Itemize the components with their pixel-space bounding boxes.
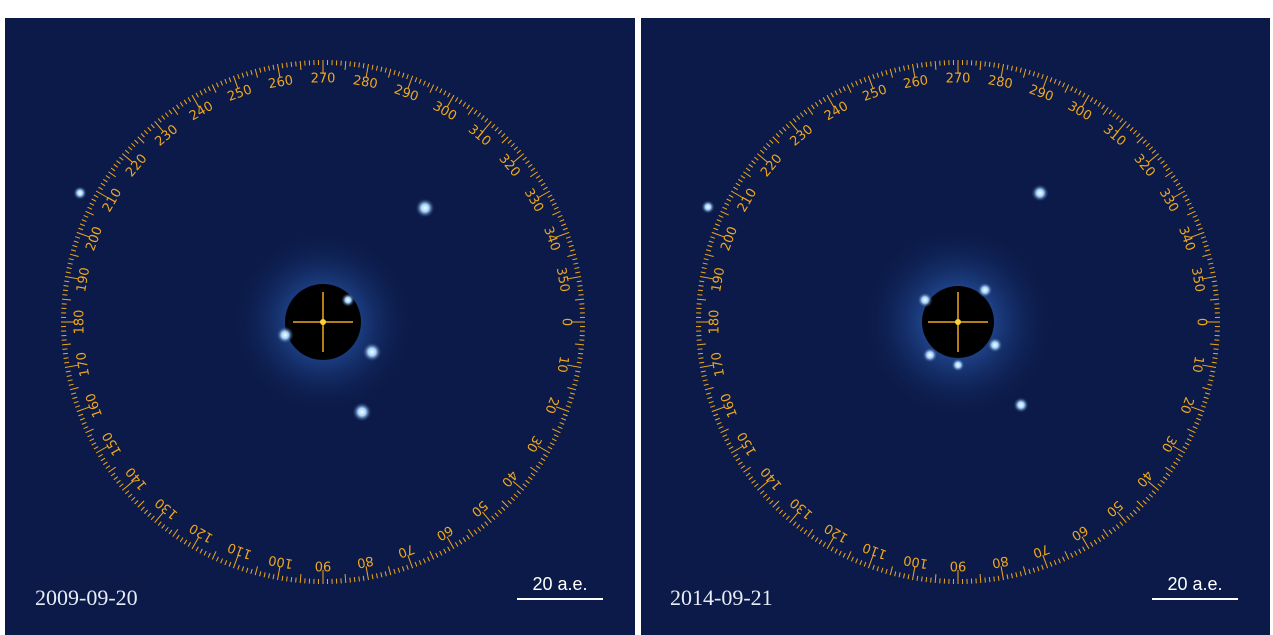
minor-tick [291,62,292,67]
minor-tick [926,62,927,67]
minor-tick [922,63,923,68]
date-label: 2014-09-21 [670,585,773,610]
minor-tick [579,295,584,296]
minor-tick [296,61,297,66]
minor-tick [985,61,986,66]
angle-label: 90 [315,558,332,573]
speckle [917,292,933,308]
minor-tick [699,286,704,287]
minor-tick [989,577,990,582]
minor-tick [291,577,292,582]
minor-tick [1213,290,1218,291]
minor-tick [1213,353,1218,354]
minor-tick [62,295,67,296]
minor-tick [926,577,927,582]
speckle [922,347,938,363]
date-label: 2009-09-20 [35,585,138,610]
star [352,402,372,422]
speckle [951,358,965,372]
minor-tick [699,358,704,359]
minor-tick [994,576,995,581]
minor-tick [64,358,69,359]
speckle [341,293,355,307]
minor-tick [578,353,583,354]
minor-tick [62,349,67,350]
minor-tick [354,62,355,67]
minor-tick [1214,295,1219,296]
angle-label: 270 [311,72,336,87]
star [415,198,435,218]
angle-label: 0 [559,318,574,326]
minor-tick [1212,286,1217,287]
minor-tick [985,578,986,583]
speckle [977,282,993,298]
angle-label: 180 [73,310,88,335]
minor-tick [296,578,297,583]
central-star [320,319,326,325]
minor-tick [578,290,583,291]
minor-tick [350,61,351,66]
angle-label: 80 [356,552,375,570]
minor-tick [577,358,582,359]
star [1031,184,1049,202]
minor-tick [697,349,702,350]
figure: 2009-09-20 20 a.e. 2014-09-21 20 a.e. 0 1… [0,0,1273,635]
angle-label: 270 [946,72,971,87]
minor-tick [287,63,288,68]
minor-tick [989,62,990,67]
central-star [955,319,961,325]
minor-tick [63,290,68,291]
speckle [276,326,294,344]
star [73,186,87,200]
angle-label: 10 [553,355,571,374]
minor-tick [931,61,932,66]
minor-tick [350,578,351,583]
minor-tick [698,353,703,354]
star [701,200,715,214]
minor-tick [922,576,923,581]
angle-label: 90 [950,558,967,573]
minor-tick [1212,358,1217,359]
minor-tick [63,353,68,354]
minor-tick [354,577,355,582]
minor-tick [931,578,932,583]
star [1013,397,1029,413]
scale-label: 20 a.e. [532,574,587,594]
minor-tick [698,290,703,291]
scale-label: 20 a.e. [1167,574,1222,594]
minor-tick [577,286,582,287]
minor-tick [697,295,702,296]
speckle [987,337,1003,353]
angle-label: 10 [1188,355,1206,374]
minor-tick [64,286,69,287]
minor-tick [1214,349,1219,350]
angle-label: 180 [708,310,723,335]
minor-tick [994,63,995,68]
angle-label: 80 [991,552,1010,570]
minor-tick [359,63,360,68]
minor-tick [359,576,360,581]
minor-tick [287,576,288,581]
angle-label: 0 [1194,318,1209,326]
minor-tick [579,349,584,350]
speckle [362,342,382,362]
